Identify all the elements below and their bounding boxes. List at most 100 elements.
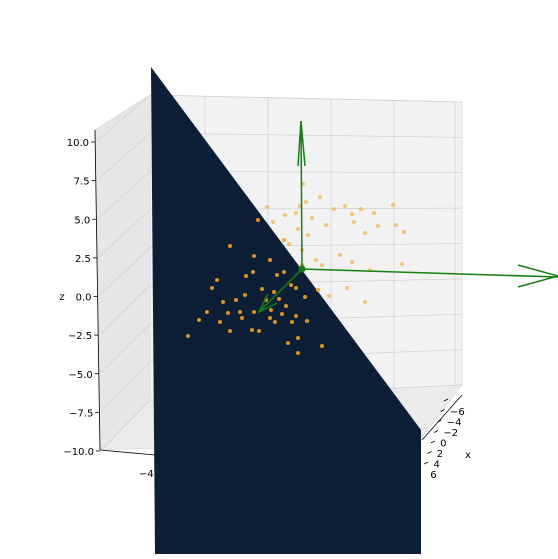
scatter-point: [289, 283, 293, 287]
x-tick-label: −4: [447, 418, 462, 429]
scatter-point: [268, 258, 272, 262]
grid-line: [149, 94, 463, 103]
scatter-point: [244, 274, 248, 278]
z-axis-line: [94, 129, 101, 451]
x-tick: [427, 451, 432, 454]
vector-arrows: [257, 120, 558, 314]
scatter-point: [257, 329, 261, 333]
scatter-point: [275, 273, 279, 277]
scatter-point: [252, 254, 256, 258]
scatter-point: [402, 230, 406, 234]
x-tick: [443, 398, 449, 402]
y-axis: −4: [99, 449, 156, 480]
scatter-point: [394, 223, 398, 227]
z-tick-label: 0.0: [76, 293, 92, 304]
scatter-point: [272, 290, 276, 294]
scatter-points-front: [186, 218, 324, 355]
scatter-point: [290, 320, 294, 324]
grid-line: [101, 361, 151, 412]
scatter-point: [363, 231, 367, 235]
z-tick-label: 2.5: [75, 254, 91, 265]
scatter-point: [215, 278, 219, 282]
z-tick-label: 7.5: [74, 177, 90, 188]
z-tick-label: 5.0: [74, 215, 90, 226]
x-tick: [433, 430, 439, 433]
scatter-point: [240, 316, 244, 320]
left-pane: [94, 94, 151, 451]
z-tick-label: 10.0: [67, 138, 89, 149]
x-tick: [424, 461, 429, 465]
scatter-point: [286, 341, 290, 345]
grid-line: [99, 285, 151, 335]
scatter-point: [294, 286, 298, 290]
x-tick-label: −2: [443, 428, 458, 439]
scatter-point: [282, 270, 286, 274]
arrow-z-head: [297, 120, 306, 167]
arrow-z: [300, 120, 303, 270]
scatter-point: [234, 298, 238, 302]
scatter-point: [268, 316, 272, 320]
scatter-point: [228, 329, 232, 333]
z-tick-label: −2.5: [68, 331, 92, 342]
scatter-point: [210, 286, 214, 290]
scatter-point: [251, 270, 255, 274]
scatter-point: [305, 319, 309, 323]
scatter-point: [359, 207, 363, 211]
scatter-point: [400, 262, 404, 266]
scatter-point: [363, 300, 367, 304]
x-tick-label: 4: [434, 460, 440, 471]
scatter-point: [338, 253, 342, 257]
x-tick-label: 6: [430, 470, 436, 481]
scatter-point: [372, 211, 376, 215]
scatter-point: [332, 207, 336, 211]
grid-line: [97, 132, 151, 180]
scatter-point: [186, 334, 190, 338]
scatter-point: [310, 216, 314, 220]
x-tick-label: 2: [437, 449, 443, 460]
scatter-point: [350, 212, 354, 216]
scatter-point: [280, 312, 284, 316]
arrow-y-head: [257, 293, 278, 314]
y-tick-label: −4: [139, 469, 154, 480]
scatter-point: [376, 224, 380, 228]
scatter-point: [256, 218, 260, 222]
scatter-point: [218, 320, 222, 324]
x-tick: [430, 440, 435, 444]
scatter-point: [287, 242, 291, 246]
scatter-point: [250, 328, 254, 332]
scatter-point: [205, 310, 209, 314]
y-axis-line: [99, 449, 156, 456]
scatter-point: [284, 304, 288, 308]
z-tick-label: −10.0: [63, 447, 94, 458]
scatter-point: [314, 258, 318, 262]
x-tick: [437, 419, 442, 423]
x-axis-label: x: [465, 450, 471, 461]
scatter-point: [260, 287, 264, 291]
scatter-point: [320, 344, 324, 348]
x-tick-label: −6: [450, 407, 465, 418]
scatter-point: [238, 310, 242, 314]
arrow-x-head: [517, 264, 558, 288]
scatter-point: [282, 238, 286, 242]
scatter-point: [283, 213, 287, 217]
grid-line: [96, 94, 151, 142]
grid-line: [100, 323, 151, 374]
scatter-point: [316, 288, 320, 292]
scatter-point: [327, 294, 331, 298]
z-tick-label: −5.0: [68, 370, 92, 381]
scatter-point: [294, 211, 298, 215]
scatter-point: [277, 297, 281, 301]
scatter-point: [197, 318, 201, 322]
scatter-point: [273, 320, 277, 324]
scatter-point: [269, 308, 273, 312]
cutting-plane: [151, 67, 421, 554]
scatter-point: [352, 220, 356, 224]
scatter-point: [350, 260, 354, 264]
scatter-point: [318, 195, 322, 199]
scatter-point: [345, 286, 349, 290]
scatter-point: [304, 200, 308, 204]
z-tick-label: −7.5: [69, 408, 93, 419]
